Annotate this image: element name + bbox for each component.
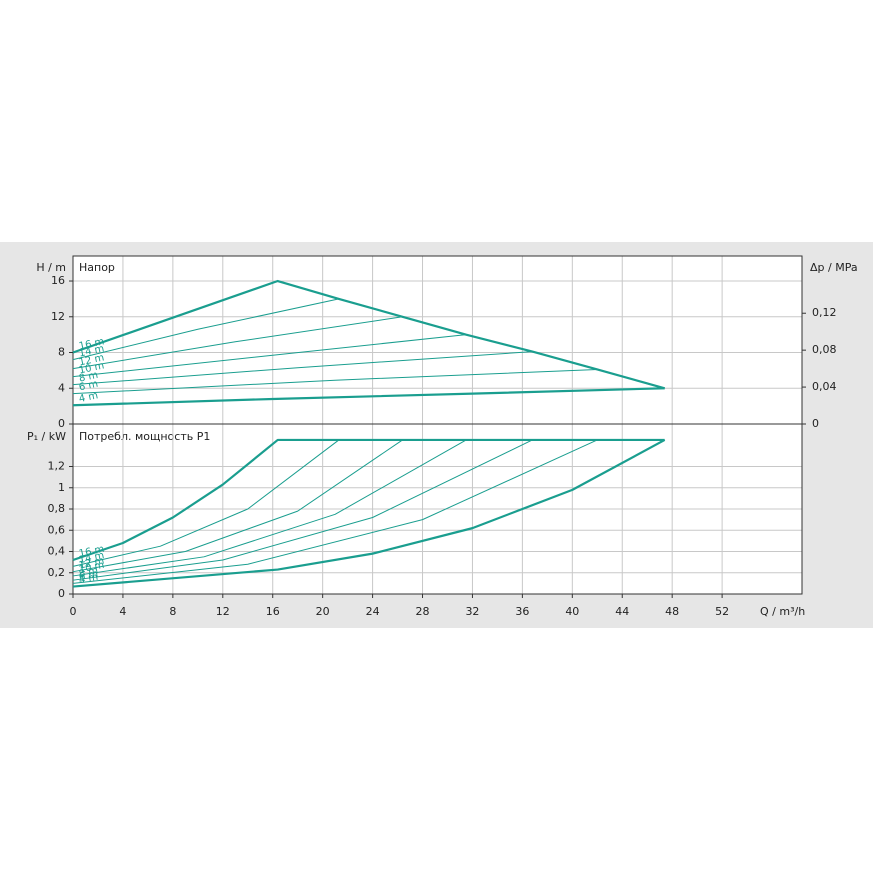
- y-tick-label: 4: [58, 381, 65, 394]
- x-tick-label: 8: [169, 605, 176, 618]
- curve: [72, 334, 467, 378]
- curve-label: 14 m: [78, 343, 105, 359]
- chart-title: Потребл. мощность P1: [79, 430, 210, 443]
- x-tick-label: 20: [316, 605, 330, 618]
- y-tick-label: 0: [58, 587, 65, 600]
- y-tick-label: 0,8: [48, 502, 66, 515]
- x-tick-label: 0: [70, 605, 77, 618]
- y-tick-label: 0,4: [48, 545, 66, 558]
- y-axis-label: H / m: [36, 261, 66, 274]
- x-tick-label: 28: [416, 605, 430, 618]
- curve-label: 10 m: [78, 560, 105, 576]
- curve: [72, 279, 665, 390]
- y2-tick-label: 0,12: [812, 306, 837, 319]
- curve: [72, 316, 403, 370]
- y-tick-label: 1,2: [48, 460, 66, 473]
- curve-label: 10 m: [78, 360, 105, 376]
- y-tick-label: 1: [58, 481, 65, 494]
- curve: [72, 439, 598, 584]
- y-tick-label: 0: [58, 417, 65, 430]
- curve: [72, 439, 403, 573]
- curve-label: 4 m: [78, 390, 99, 405]
- x-tick-label: 36: [515, 605, 529, 618]
- y-axis-label: P₁ / kW: [27, 430, 66, 443]
- y2-tick-label: 0: [812, 417, 819, 430]
- chart-title: Напор: [79, 261, 115, 274]
- x-tick-label: 24: [366, 605, 380, 618]
- curve: [72, 439, 533, 581]
- y-tick-label: 0,2: [48, 566, 66, 579]
- curve: [72, 438, 666, 588]
- curve-label: 6 m: [78, 568, 99, 583]
- curve-label: 12 m: [78, 352, 105, 368]
- plot-frame: [72, 423, 803, 595]
- curve: [72, 351, 533, 386]
- y2-tick-label: 0,08: [812, 343, 837, 356]
- curve-label: 14 m: [78, 550, 105, 566]
- x-tick-label: 52: [715, 605, 729, 618]
- curve-label: 6 m: [78, 379, 99, 394]
- curve-label: 8 m: [78, 370, 99, 385]
- curve: [72, 438, 665, 562]
- plot-area: [73, 256, 802, 424]
- x-tick-label: 44: [615, 605, 629, 618]
- y-tick-label: 12: [51, 310, 65, 323]
- curve: [72, 298, 339, 361]
- curve: [72, 387, 665, 407]
- x-tick-label: 32: [465, 605, 479, 618]
- x-tick-label: 12: [216, 605, 230, 618]
- x-tick-label: 48: [665, 605, 679, 618]
- y2-axis-label: Δp / MPa: [810, 261, 858, 274]
- curve: [72, 368, 598, 395]
- curve-label: 8 m: [78, 565, 99, 580]
- curve-label: 12 m: [78, 555, 105, 571]
- curve: [72, 439, 467, 577]
- y-tick-label: 0,6: [48, 523, 66, 536]
- curve: [72, 439, 340, 567]
- curve-label: 16 m: [78, 544, 105, 560]
- x-axis-label: Q / m³/h: [760, 605, 805, 618]
- curve-label: 4 m: [78, 572, 99, 587]
- y-tick-label: 16: [51, 274, 65, 287]
- y-tick-label: 8: [58, 346, 65, 359]
- y2-tick-label: 0,04: [812, 380, 837, 393]
- curve-label: 16 m: [78, 336, 105, 352]
- x-tick-label: 4: [119, 605, 126, 618]
- x-tick-label: 16: [266, 605, 280, 618]
- x-tick-label: 40: [565, 605, 579, 618]
